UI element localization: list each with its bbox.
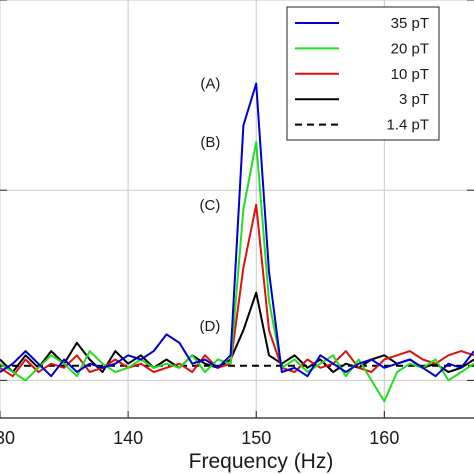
peak-annotation-2: (C) (200, 197, 221, 214)
peak-annotation-0: (A) (200, 76, 220, 93)
x-tick-label-0: 130 (0, 428, 15, 448)
peak-annotation-1: (B) (200, 134, 220, 151)
legend-label-4: 1.4 pT (386, 117, 429, 134)
legend-label-2: 10 pT (391, 66, 429, 83)
axes: 130 140 150 160 (0, 0, 474, 448)
series-line-35-pt (0, 82, 474, 378)
peak-annotations: (A) (B) (C) (D) (200, 76, 221, 335)
peak-annotation-3: (D) (200, 318, 221, 335)
x-tick-label-2: 150 (241, 428, 271, 448)
series-line-20-pt (0, 141, 474, 403)
legend-label-3: 3 pT (399, 91, 429, 108)
x-axis-title: Frequency (Hz) (189, 450, 334, 473)
series-line-3-pt (0, 291, 474, 373)
legend: 35 pT 20 pT 10 pT 3 pT 1.4 pT (286, 6, 440, 141)
series-lines (0, 82, 474, 403)
series-line-10-pt (0, 203, 474, 378)
x-tick-label-1: 140 (113, 428, 143, 448)
legend-label-1: 20 pT (391, 40, 429, 57)
legend-label-0: 35 pT (391, 15, 429, 32)
x-tick-label-3: 160 (369, 428, 399, 448)
